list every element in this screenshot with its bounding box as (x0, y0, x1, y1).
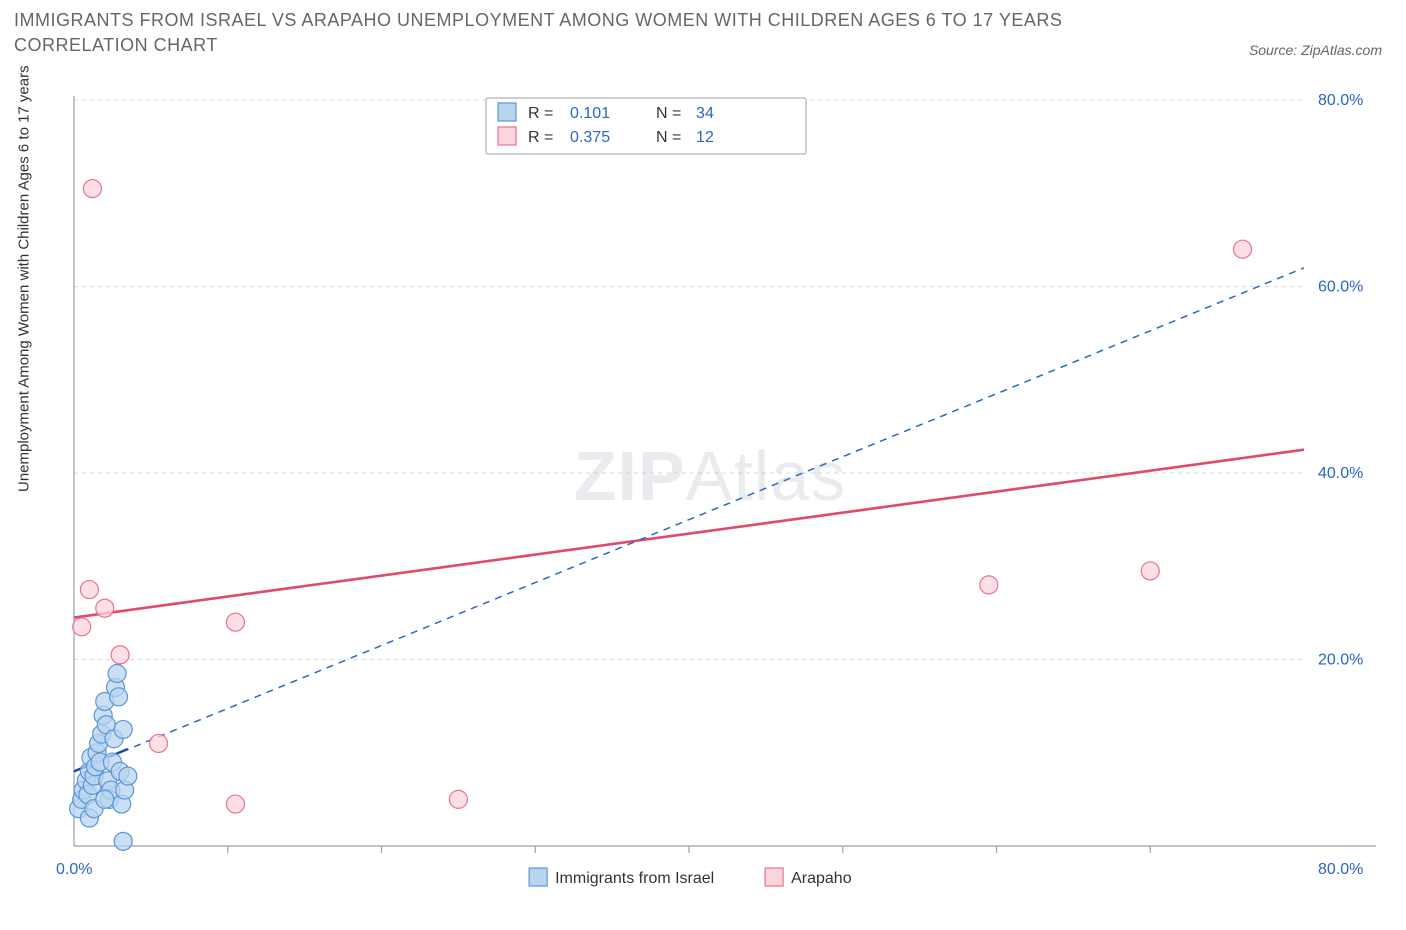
point-arapaho (449, 790, 467, 808)
point-arapaho (73, 618, 91, 636)
y-tick-label: 60.0% (1318, 279, 1363, 296)
point-arapaho (83, 180, 101, 198)
legend-r-value: 0.375 (570, 129, 610, 146)
y-tick-label: 80.0% (1318, 92, 1363, 109)
chart-container: Unemployment Among Women with Children A… (40, 92, 1380, 892)
point-arapaho (226, 795, 244, 813)
point-arapaho (96, 599, 114, 617)
point-arapaho (1234, 240, 1252, 258)
legend-r-label: R = (528, 129, 553, 146)
legend-r-value: 0.101 (570, 105, 610, 122)
point-arapaho (980, 576, 998, 594)
point-arapaho (150, 734, 168, 752)
point-israel (119, 767, 137, 785)
point-israel (110, 688, 128, 706)
swatch-israel-bottom (529, 868, 547, 886)
scatter-chart: 20.0% 40.0% 60.0% 80.0% 0.0% 80.0% R = 0.101 N =… (40, 92, 1380, 912)
point-israel (114, 720, 132, 738)
y-tick-label: 20.0% (1318, 652, 1363, 669)
x-tick-label: 80.0% (1318, 861, 1363, 878)
x-tick-label: 0.0% (56, 861, 92, 878)
point-arapaho (111, 646, 129, 664)
trendline-israel (74, 268, 1304, 772)
point-arapaho (1141, 562, 1159, 580)
point-arapaho (226, 613, 244, 631)
point-israel (114, 832, 132, 850)
y-tick-label: 40.0% (1318, 465, 1363, 482)
legend-n-label: N = (656, 105, 681, 122)
swatch-israel (498, 103, 516, 121)
source-attribution: Source: ZipAtlas.com (1249, 42, 1382, 58)
point-israel (96, 790, 114, 808)
legend-n-value: 34 (696, 105, 714, 122)
legend-label-israel: Immigrants from Israel (555, 870, 714, 887)
legend-n-value: 12 (696, 129, 714, 146)
legend-r-label: R = (528, 105, 553, 122)
legend-label-arapaho: Arapaho (791, 870, 852, 887)
swatch-arapaho (498, 127, 516, 145)
y-axis-label: Unemployment Among Women with Children A… (16, 65, 33, 492)
trendline-arapaho (74, 450, 1304, 618)
swatch-arapaho-bottom (765, 868, 783, 886)
chart-title: IMMIGRANTS FROM ISRAEL VS ARAPAHO UNEMPL… (14, 8, 1134, 58)
point-arapaho (80, 581, 98, 599)
point-israel (108, 664, 126, 682)
legend-n-label: N = (656, 129, 681, 146)
